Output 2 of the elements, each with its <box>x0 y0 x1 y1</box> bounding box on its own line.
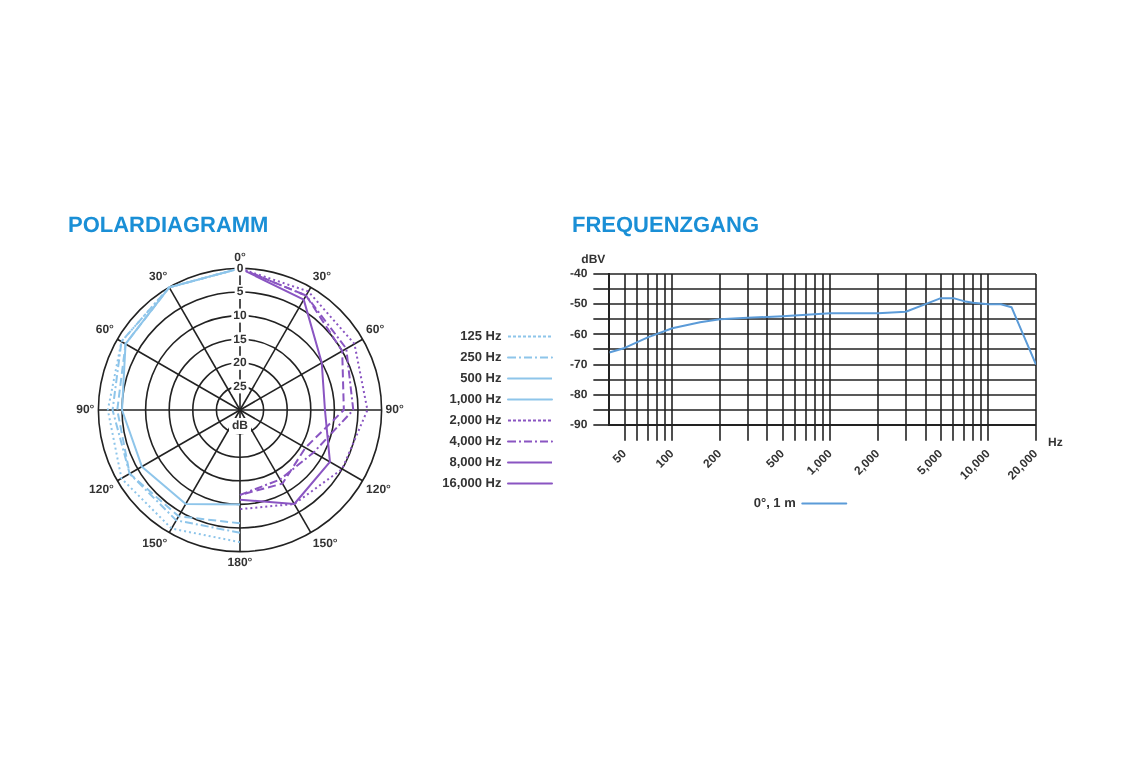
chart-title: POLARDIAGRAMM <box>68 214 269 238</box>
chart-title: FREQUENZGANG <box>572 214 759 238</box>
